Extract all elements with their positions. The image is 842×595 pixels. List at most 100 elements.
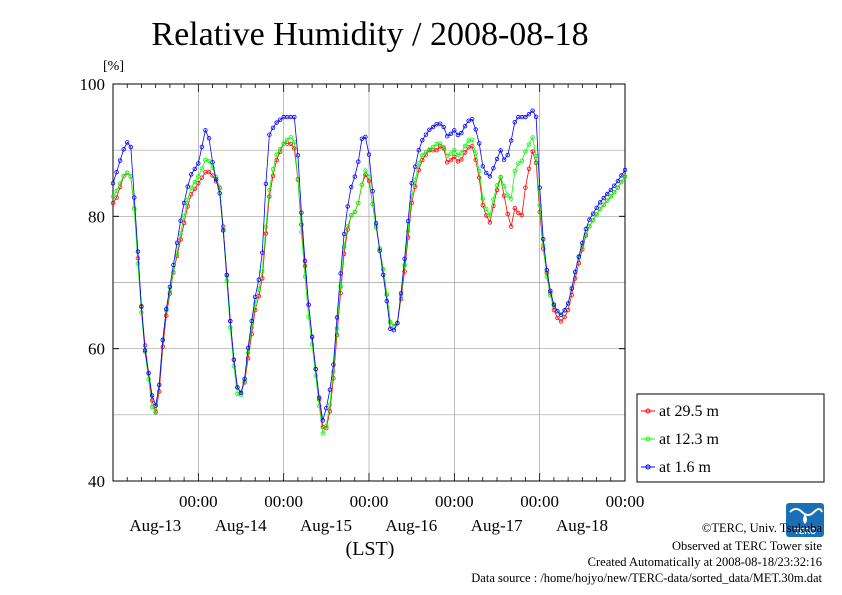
- terc-logo: TERC: [786, 503, 824, 537]
- data-point: [473, 151, 478, 156]
- data-point: [317, 395, 322, 400]
- data-point: [117, 158, 123, 163]
- x-tick-date-label: Aug-13: [129, 516, 181, 535]
- data-point: [501, 183, 507, 189]
- data-point: [146, 377, 151, 382]
- data-point: [135, 249, 141, 254]
- data-point: [338, 271, 343, 276]
- data-point: [256, 277, 261, 282]
- data-point: [512, 119, 517, 125]
- data-point: [427, 127, 432, 132]
- legend-label: at 1.6 m: [659, 459, 712, 476]
- data-point: [288, 135, 293, 140]
- data-point: [555, 315, 560, 321]
- data-point: [448, 151, 453, 156]
- y-axis: 40 60 80 100: [80, 75, 625, 491]
- data-point: [509, 224, 514, 229]
- x-tick-time-label: 00:00: [435, 492, 474, 511]
- data-point: [249, 318, 254, 324]
- data-point: [178, 237, 183, 242]
- data-point: [121, 147, 126, 152]
- data-point: [313, 366, 318, 372]
- data-point: [110, 181, 116, 186]
- data-point: [156, 382, 162, 388]
- data-point: [615, 185, 621, 190]
- legend-swatch-marker: [645, 436, 651, 442]
- data-point: [612, 190, 617, 195]
- data-point: [402, 269, 407, 274]
- data-point: [441, 124, 446, 130]
- data-point: [132, 206, 137, 211]
- data-point: [473, 157, 478, 163]
- data-point: [622, 167, 628, 173]
- data-point: [409, 181, 414, 186]
- data-point: [391, 328, 397, 333]
- data-point: [491, 165, 496, 171]
- data-point: [114, 169, 119, 175]
- data-point: [277, 117, 283, 122]
- data-point: [430, 124, 436, 130]
- x-tick-date-label: Aug-16: [385, 516, 437, 535]
- data-point: [548, 288, 553, 293]
- data-point: [217, 190, 222, 196]
- data-point: [306, 302, 311, 307]
- data-point: [309, 342, 315, 347]
- data-point: [352, 209, 357, 215]
- data-point: [562, 308, 567, 313]
- data-point: [260, 250, 265, 255]
- data-point: [405, 218, 411, 224]
- data-point: [413, 177, 418, 183]
- data-point: [608, 187, 613, 193]
- x-axis-label: (LST): [346, 538, 395, 560]
- data-point: [124, 170, 130, 175]
- data-point: [516, 210, 521, 216]
- data-point: [448, 157, 453, 163]
- data-point: [477, 168, 482, 174]
- data-point: [405, 228, 411, 234]
- data-point: [487, 213, 493, 218]
- data-point: [370, 188, 375, 194]
- data-point: [295, 153, 301, 158]
- data-point: [480, 196, 485, 201]
- data-point: [231, 364, 237, 369]
- data-point: [192, 179, 197, 185]
- data-point: [494, 187, 500, 193]
- data-point: [594, 205, 599, 210]
- data-point: [263, 224, 269, 230]
- data-point: [363, 172, 368, 177]
- data-point: [349, 213, 354, 218]
- data-point: [181, 200, 187, 206]
- data-point: [512, 168, 517, 174]
- data-point: [331, 369, 336, 374]
- data-point: [402, 262, 407, 268]
- x-tick-time-label: 00:00: [179, 492, 218, 511]
- data-point: [541, 243, 546, 248]
- data-point: [292, 114, 297, 120]
- data-point: [242, 376, 247, 382]
- data-point: [509, 138, 514, 143]
- data-point: [167, 284, 173, 290]
- data-point: [402, 256, 407, 261]
- data-point: [260, 269, 265, 274]
- data-point: [124, 140, 130, 145]
- data-point: [381, 272, 386, 277]
- data-point: [434, 147, 439, 153]
- data-point: [292, 146, 297, 151]
- data-point: [171, 269, 176, 275]
- data-point: [423, 150, 429, 155]
- legend: at 29.5 m at 12.3 m at 1.6 m: [636, 393, 825, 483]
- data-point: [501, 157, 507, 162]
- x-tick-date-label: Aug-15: [300, 516, 352, 535]
- data-point: [288, 141, 293, 147]
- data-point: [437, 141, 443, 146]
- data-point: [452, 154, 457, 159]
- data-point: [160, 337, 165, 343]
- data-point: [587, 217, 592, 222]
- legend-box: [636, 393, 825, 483]
- data-point: [128, 144, 133, 150]
- data-point: [203, 128, 208, 133]
- data-point: [341, 231, 347, 237]
- data-point: [235, 385, 240, 390]
- data-point: [153, 403, 158, 408]
- x-tick-date-label: Aug-18: [556, 516, 608, 535]
